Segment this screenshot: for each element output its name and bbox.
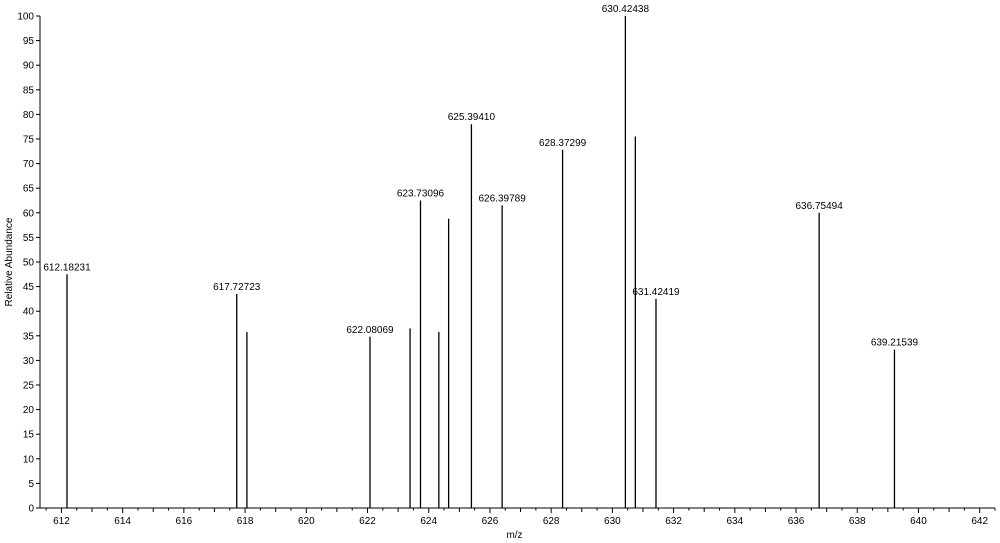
- peak-label: 626.39789: [478, 193, 526, 204]
- x-axis-label: m/z: [506, 530, 522, 541]
- x-tick-label: 612: [53, 516, 70, 527]
- x-tick-label: 628: [543, 516, 560, 527]
- y-axis-ticks: 0 5 10 15 20 25 30 35 40 45 50 55 60 65 70 75 80 85 90 95 10…: [17, 12, 40, 515]
- y-tick-label: 10: [23, 454, 35, 465]
- peak-label: 623.73096: [397, 189, 445, 200]
- x-tick-label: 634: [726, 516, 743, 527]
- y-tick-label: 45: [23, 282, 35, 293]
- y-tick-label: 55: [23, 233, 35, 244]
- y-tick-label: 15: [23, 430, 35, 441]
- peak-label: 631.42419: [632, 287, 680, 298]
- y-tick-label: 65: [23, 184, 35, 195]
- peak-label: 639.21539: [871, 338, 919, 349]
- y-tick-label: 35: [23, 331, 35, 342]
- peak-series: 612.18231 617.72723 622.08069 623.73096 625.…: [43, 4, 919, 508]
- x-tick-label: 620: [298, 516, 315, 527]
- x-tick-label: 638: [849, 516, 866, 527]
- y-tick-label: 70: [23, 159, 35, 170]
- x-tick-label: 630: [604, 516, 621, 527]
- y-tick-label: 100: [17, 12, 34, 23]
- x-tick-label: 642: [971, 516, 988, 527]
- y-axis-label: Relative Abundance: [4, 217, 15, 306]
- peak-label: 612.18231: [43, 262, 91, 273]
- y-tick-label: 60: [23, 208, 35, 219]
- x-tick-label: 624: [420, 516, 437, 527]
- y-tick-label: 25: [23, 381, 35, 392]
- x-tick-label: 622: [359, 516, 376, 527]
- y-tick-label: 20: [23, 405, 35, 416]
- peak-label: 617.72723: [213, 282, 261, 293]
- y-tick-label: 85: [23, 85, 35, 96]
- y-tick-label: 40: [23, 307, 35, 318]
- y-tick-label: 5: [28, 479, 34, 490]
- peak-label: 625.39410: [448, 112, 496, 123]
- y-tick-label: 80: [23, 110, 35, 121]
- x-tick-label: 618: [237, 516, 254, 527]
- y-tick-label: 50: [23, 258, 35, 269]
- peak-label: 628.37299: [539, 138, 587, 149]
- peak-label: 636.75494: [796, 201, 844, 212]
- x-tick-label: 626: [482, 516, 499, 527]
- x-tick-label: 640: [910, 516, 927, 527]
- x-tick-label: 636: [788, 516, 805, 527]
- x-tick-label: 614: [114, 516, 131, 527]
- x-axis-ticks: 612 614 616 618 620 622 624 626 628 630 632 634 636 6…: [45, 508, 996, 527]
- y-tick-label: 0: [28, 504, 34, 515]
- peak-label: 630.42438: [602, 4, 650, 15]
- y-tick-label: 75: [23, 135, 35, 146]
- x-tick-label: 616: [176, 516, 193, 527]
- y-tick-label: 90: [23, 61, 35, 72]
- y-tick-label: 95: [23, 36, 35, 47]
- peak-label: 622.08069: [346, 325, 394, 336]
- x-tick-label: 632: [665, 516, 682, 527]
- y-tick-label: 30: [23, 356, 35, 367]
